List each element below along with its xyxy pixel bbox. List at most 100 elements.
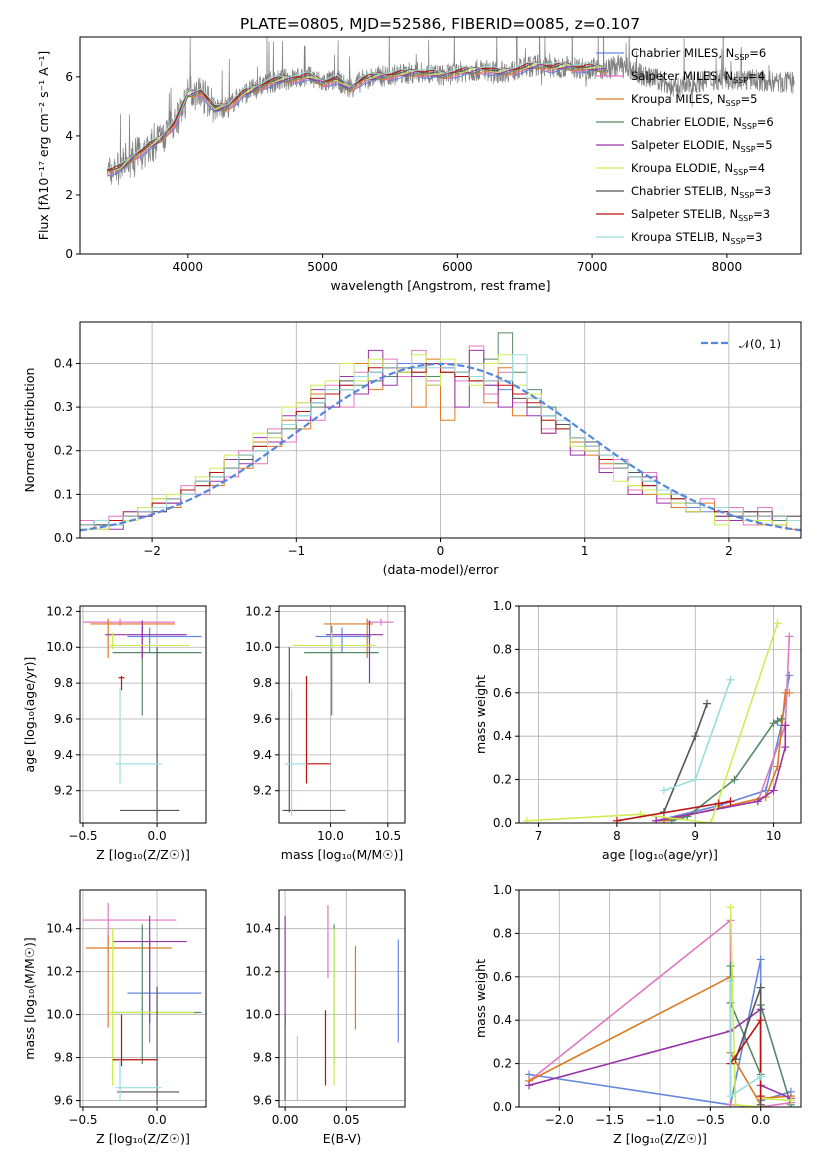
mass_vs_Z-xtick-label: −0.5: [68, 1113, 97, 1127]
massweight-marker: [726, 961, 735, 970]
residuals-xlabel: (data-model)/error: [383, 562, 500, 577]
legend-entry: Salpeter STELIB, NSSP=3: [631, 207, 770, 223]
age_vs_mass-ytick-label: 9.8: [253, 676, 272, 690]
age_vs_Z-ytick-label: 10.2: [46, 604, 73, 618]
massweight_vs_Z-ytick-label: 0.6: [493, 970, 512, 984]
spectrum-xtick-label: 4000: [173, 260, 204, 274]
spectrum-xtick-label: 5000: [307, 260, 338, 274]
massweight-marker: [652, 816, 661, 823]
residuals-panel: −2 −1 0 1 2 0.0 0.1 0.2 0.3 0.4 (data-model)/error…: [22, 321, 802, 577]
legend-entry: 𝒩(0, 1): [739, 337, 781, 351]
age_vs_mass-ytick-label: 10.2: [245, 604, 272, 618]
massweight_vs_Z-ytick-label: 0.8: [493, 926, 512, 940]
age_vs_mass-ytick-label: 9.6: [253, 712, 272, 726]
massweight_vs_age-ytick-label: 0.2: [493, 773, 512, 787]
age_vs_Z-panel: −0.5 0.0 9.2 9.4 9.6 9.8 10.0 10.2 Z [log₁₀(Z/Z☉…: [22, 604, 207, 862]
massweight_vs_Z-ytick-label: 0.4: [493, 1013, 512, 1027]
age_vs_Z-ytick-label: 9.2: [54, 784, 73, 798]
spectrum-frame: [79, 36, 802, 255]
residuals-ytick-label: 0.3: [54, 400, 73, 414]
spectrum-panel: 4000 5000 6000 7000 8000 0 2 4 6 wavelength [Angs…: [36, 36, 802, 293]
massweight_vs_Z-panel: −2.0 −1.5 −1.0 −0.5 0.0 0.0 0.2 0.4 0.6 0.8 1.0 Z […: [473, 883, 802, 1146]
spectrum-ytick-label: 4: [65, 129, 73, 143]
legend-entry: Chabrier ELODIE, NSSP=6: [631, 115, 774, 131]
age_vs_mass-ytick-label: 9.4: [253, 748, 272, 762]
massweight-marker: [683, 812, 692, 821]
mass_vs_ebv-ytick-label: 9.6: [253, 1094, 272, 1108]
age_vs_Z-frame: [79, 605, 207, 824]
massweight-marker: [756, 983, 765, 992]
massweight_vs_age-xlabel: age [log₁₀(age/yr)]: [602, 847, 718, 862]
massweight-marker: [525, 1081, 534, 1090]
residual-histogram: [80, 354, 801, 526]
massweight_vs_age-ytick-label: 0.6: [493, 686, 512, 700]
massweight-marker: [756, 1100, 765, 1107]
massweight_vs_age-ytick-label: 0.4: [493, 729, 512, 743]
mass_vs_ebv-xtick-label: 0.00: [272, 1113, 299, 1127]
gaussian-curve: [80, 362, 801, 532]
massweight_vs_Z-xtick-label: −0.5: [696, 1113, 725, 1127]
mass_vs_Z-ytick-label: 10.4: [46, 922, 73, 936]
legend-entry: Salpeter MILES, NSSP=4: [631, 69, 765, 85]
mass_vs_ebv-ytick-label: 10.4: [245, 922, 272, 936]
age_vs_mass-plot-area: [282, 618, 394, 816]
spectrum-xlabel: wavelength [Angstrom, rest frame]: [330, 278, 550, 293]
mass_vs_ebv-ytick-label: 10.2: [245, 965, 272, 979]
spectrum-xtick-label: 7000: [577, 260, 608, 274]
massweight_vs_age-ylabel: mass weight: [473, 675, 488, 754]
massweight-marker: [522, 816, 531, 823]
residuals-ytick-label: 0.0: [54, 531, 73, 545]
residuals-xtick-label: 1: [581, 544, 589, 558]
massweight_vs_Z-xtick-label: −2.0: [545, 1113, 574, 1127]
massweight_vs_Z-ylabel: mass weight: [473, 959, 488, 1038]
age_vs_Z-plot-area: [82, 618, 202, 822]
massweight-marker: [777, 714, 786, 723]
residuals-frame: [79, 321, 802, 539]
massweight-marker: [786, 1096, 795, 1105]
massweight_vs_age-xtick-label: 10: [766, 829, 781, 843]
mass_vs_Z-ytick-label: 9.8: [54, 1051, 73, 1065]
massweight-marker: [753, 797, 762, 806]
mass_vs_Z-frame: [79, 889, 207, 1108]
residuals-xtick-label: 0: [437, 544, 445, 558]
massweight-marker: [756, 955, 765, 964]
massweight-marker: [785, 632, 794, 641]
residuals-xtick-label: 2: [725, 544, 733, 558]
massweight-line: [729, 907, 791, 1107]
residuals-plot-area: [80, 332, 801, 532]
age_vs_Z-xtick-label: 0.0: [148, 829, 167, 843]
massweight-marker: [706, 819, 715, 823]
observed-spectrum-line: [106, 37, 795, 185]
massweight-marker: [726, 903, 735, 912]
residuals-ytick-label: 0.1: [54, 487, 73, 501]
massweight-marker: [691, 775, 700, 784]
mass_vs_ebv-ytick-label: 10.0: [245, 1008, 272, 1022]
age_vs_mass-xtick-label: 10.0: [317, 829, 344, 843]
spectrum-xtick-label: 8000: [712, 260, 743, 274]
massweight_vs_age-ytick-label: 0.8: [493, 642, 512, 656]
massweight_vs_age-plot-area: [522, 619, 794, 823]
massweight_vs_age-ytick-label: 1.0: [493, 599, 512, 613]
residuals-xtick-label: −1: [287, 544, 305, 558]
mass_vs_Z-ytick-label: 10.0: [46, 1008, 73, 1022]
massweight_vs_age-panel: 7 8 9 10 0.0 0.2 0.4 0.6 0.8 1.0 age [log₁₀(age/yr…: [473, 599, 802, 862]
residual-histogram: [80, 354, 801, 530]
age_vs_Z-xtick-label: −0.5: [68, 829, 97, 843]
massweight-marker: [726, 1092, 735, 1101]
residuals-xtick-label: −2: [143, 544, 161, 558]
age_vs_mass-frame: [278, 605, 406, 824]
age_vs_Z-ytick-label: 10.0: [46, 640, 73, 654]
age_vs_mass-panel: 10.0 10.5 9.2 9.4 9.6 9.8 10.0 10.2 mass [log₁₀(…: [245, 604, 406, 862]
charts-layer: 4000 5000 6000 7000 8000 0 2 4 6 wavelength [Angs…: [22, 36, 802, 1146]
massweight_vs_Z-ytick-label: 0.0: [493, 1100, 512, 1114]
residuals-ytick-label: 0.4: [54, 356, 73, 370]
mass_vs_ebv-xtick-label: 0.05: [333, 1113, 360, 1127]
age_vs_mass-ytick-label: 9.2: [253, 784, 272, 798]
massweight-marker: [785, 671, 794, 680]
legend-entry: Kroupa ELODIE, NSSP=4: [631, 161, 765, 177]
massweight-marker: [781, 721, 790, 730]
model-spectrum-line: [106, 61, 606, 170]
mass_vs_ebv-frame: [278, 889, 406, 1108]
